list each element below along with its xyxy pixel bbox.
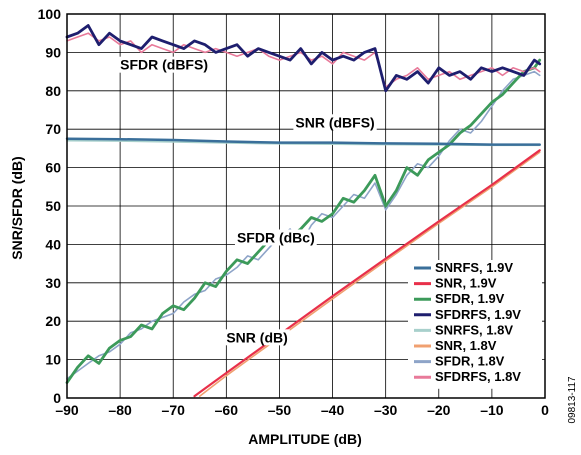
annotation-background	[234, 229, 317, 246]
legend-label: SNRFS, 1.9V	[435, 260, 513, 275]
annotation: SNR (dBFS)	[293, 114, 377, 131]
legend-label: SFDR, 1.8V	[435, 354, 505, 369]
y-axis-ticks: 0 10 20 30 40 50 60 70 80 90 100	[38, 6, 62, 406]
legend-label: SNR, 1.8V	[435, 338, 497, 353]
y-tick-label: 10	[45, 352, 61, 368]
annotation-background	[224, 329, 290, 346]
annotation-label: SNR (dB)	[226, 329, 287, 345]
legend-label: SFDRFS, 1.8V	[435, 369, 521, 384]
x-tick-label: –30	[374, 402, 398, 418]
legend-label: SFDR, 1.9V	[435, 291, 505, 306]
series-line-sfdrfs-1-9v	[65, 24, 542, 93]
y-tick-label: 30	[45, 275, 61, 291]
series-line-snr-1-9v	[193, 149, 541, 398]
y-tick-label: 80	[45, 83, 61, 99]
annotation: SFDR (dBFS)	[118, 56, 211, 73]
x-tick-label: –80	[108, 402, 132, 418]
y-tick-label: 70	[45, 121, 61, 137]
annotation: SNR (dB)	[224, 329, 290, 346]
x-tick-label: –50	[268, 402, 292, 418]
x-tick-label: 0	[541, 402, 549, 418]
legend-label: SNRFS, 1.8V	[435, 322, 513, 337]
annotation-label: SNR (dBFS)	[295, 114, 374, 130]
y-tick-label: 40	[45, 236, 61, 252]
legend-background	[408, 260, 542, 389]
figure-id: 09813-117	[567, 376, 578, 424]
annotation-label: SFDR (dBFS)	[120, 57, 208, 73]
y-tick-label: 90	[45, 44, 61, 60]
series-line-snrfs-1-9v	[65, 137, 541, 146]
annotation-label: SFDR (dBc)	[237, 229, 315, 245]
plot-lines	[65, 24, 542, 398]
x-axis-ticks: –90 –80 –70 –60 –50 –40 –30 –20 –10 0	[55, 402, 549, 418]
annotation: SFDR (dBc)	[234, 229, 317, 246]
x-tick-label: –60	[215, 402, 239, 418]
y-tick-label: 50	[45, 198, 61, 214]
y-tick-label: 20	[45, 313, 61, 329]
x-axis-title: AMPLITUDE (dB)	[248, 431, 362, 447]
legend-label: SFDRFS, 1.9V	[435, 307, 521, 322]
x-tick-label: –20	[427, 402, 451, 418]
y-tick-label: 0	[53, 390, 61, 406]
annotations: SFDR (dBFS) SNR (dBFS) SFDR (dBc) SNR (dB)	[118, 56, 377, 346]
plot-frame	[66, 13, 546, 399]
legend-label: SNR, 1.9V	[435, 276, 497, 291]
y-axis-title: SNR/SFDR (dB)	[9, 156, 25, 259]
x-tick-label: –70	[162, 402, 186, 418]
annotation-background	[293, 114, 377, 131]
annotation-background	[118, 56, 211, 73]
x-tick-label: –90	[55, 402, 79, 418]
y-tick-label: 100	[38, 6, 62, 22]
y-tick-label: 60	[45, 160, 61, 176]
x-tick-label: –40	[321, 402, 345, 418]
series-line-snr-1-8v	[199, 151, 541, 397]
x-tick-label: –10	[480, 402, 504, 418]
series-line-sfdr-1-9v	[65, 58, 542, 385]
